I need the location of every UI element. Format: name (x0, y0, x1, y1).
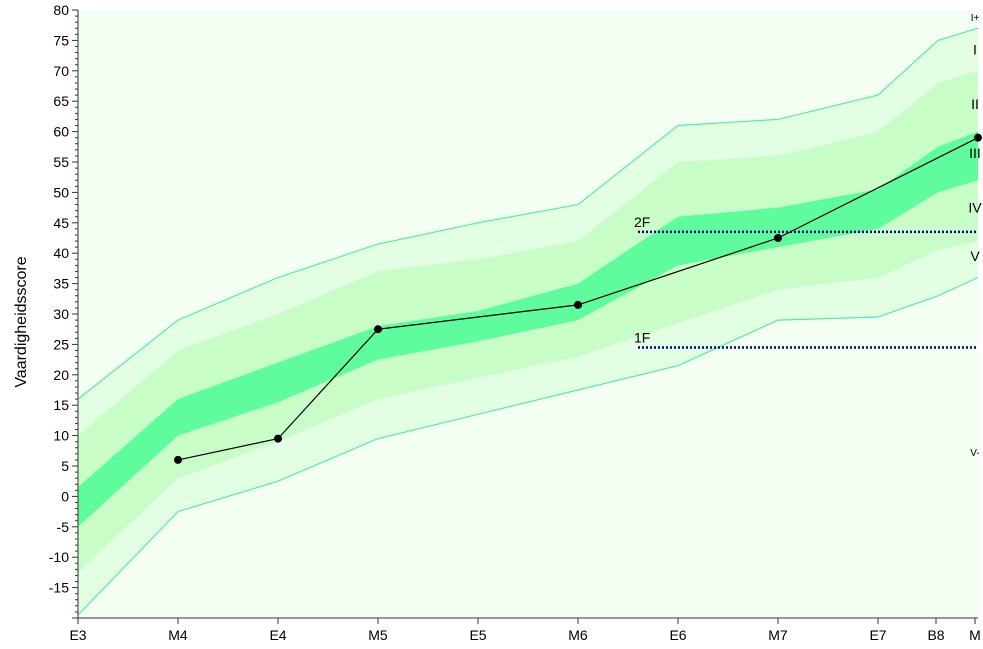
x-tick-label: M (969, 627, 981, 643)
y-axis-label: Vaardigheidsscore (13, 256, 30, 387)
y-tick-label: -10 (49, 549, 69, 565)
y-tick-label: 50 (53, 184, 69, 200)
y-tick-label: 15 (53, 397, 69, 413)
data-point (574, 300, 582, 309)
series-line (177, 137, 979, 461)
data-point (774, 234, 782, 242)
level-label: I (973, 42, 977, 58)
data-point (374, 325, 382, 334)
y-tick-label: 45 (53, 215, 69, 231)
y-tick-label: -15 (49, 580, 69, 596)
x-tick-label: B8 (927, 627, 944, 643)
data-point (274, 434, 282, 443)
y-tick-label: 0 (61, 488, 69, 504)
level-label: V- (970, 448, 979, 459)
level-label: III (969, 145, 981, 161)
x-tick-label: M6 (568, 627, 588, 643)
y-tick-label: 80 (53, 2, 69, 18)
data-point (174, 455, 182, 464)
band-core (78, 131, 978, 527)
y-tick-label: 75 (53, 32, 69, 48)
y-tick-label: 65 (53, 93, 69, 109)
reference-label-1f: 1F (634, 329, 650, 345)
x-tick-label: E3 (69, 627, 86, 643)
x-tick-label: E4 (269, 627, 286, 643)
y-tick-label: 40 (53, 245, 69, 261)
y-tick-label: 35 (53, 276, 69, 292)
lower-limit-line (77, 276, 979, 616)
y-tick-label: 20 (53, 367, 69, 383)
student-series (174, 133, 982, 464)
y-tick-label: -5 (57, 519, 70, 535)
y-tick-label: 25 (53, 336, 69, 352)
reference-label-2f: 2F (634, 214, 650, 230)
y-tick-label: 55 (53, 154, 69, 170)
y-tick-label: 60 (53, 124, 69, 140)
upper-limit-line (77, 27, 979, 400)
level-label: II (971, 96, 979, 112)
y-tick-label: 30 (53, 306, 69, 322)
level-label: IV (968, 200, 982, 216)
x-tick-label: E5 (469, 627, 486, 643)
x-tick-label: E6 (669, 627, 686, 643)
reference-lines: 2F 1F (634, 214, 978, 349)
y-tick-label: 5 (61, 458, 69, 474)
level-label: I+ (971, 13, 980, 24)
level-bands (78, 28, 978, 615)
level-label: V (970, 248, 980, 264)
limit-lines (77, 27, 979, 616)
x-tick-label: M4 (168, 627, 188, 643)
y-tick-label: 70 (53, 63, 69, 79)
x-tick-label: M7 (768, 627, 788, 643)
axes: -15 -10 -5 0 5 10 15 20 25 30 35 40 45 50 55 60 65 70 75 80… (49, 2, 981, 643)
y-tick-label: 10 (53, 428, 69, 444)
data-point (974, 133, 982, 142)
x-tick-label: M5 (368, 627, 388, 643)
x-tick-label: E7 (869, 627, 886, 643)
